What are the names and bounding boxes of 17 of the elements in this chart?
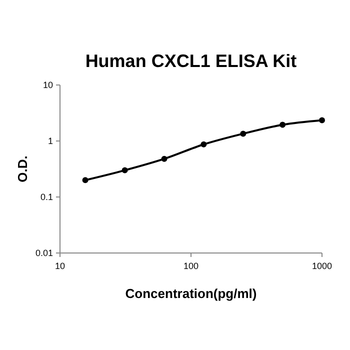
y-tick-label: 10	[42, 80, 53, 90]
x-tick-label: 1000	[312, 261, 332, 271]
y-axis-title: O.D.	[15, 156, 30, 182]
x-axis-title: Concentration(pg/ml)	[125, 286, 257, 301]
chart-title: Human CXCL1 ELISA Kit	[85, 51, 297, 71]
point	[319, 117, 325, 124]
point	[200, 141, 207, 148]
x-tick-label: 100	[183, 261, 199, 271]
y-tick-label: 1	[48, 136, 53, 146]
y-tick-label: 0.01	[35, 248, 53, 258]
point	[280, 122, 286, 128]
y-tick-label: 0.1	[40, 192, 53, 202]
point	[82, 177, 88, 184]
point	[161, 156, 168, 162]
point	[240, 130, 246, 137]
x-tick-label: 10	[54, 261, 66, 271]
point	[122, 167, 128, 174]
